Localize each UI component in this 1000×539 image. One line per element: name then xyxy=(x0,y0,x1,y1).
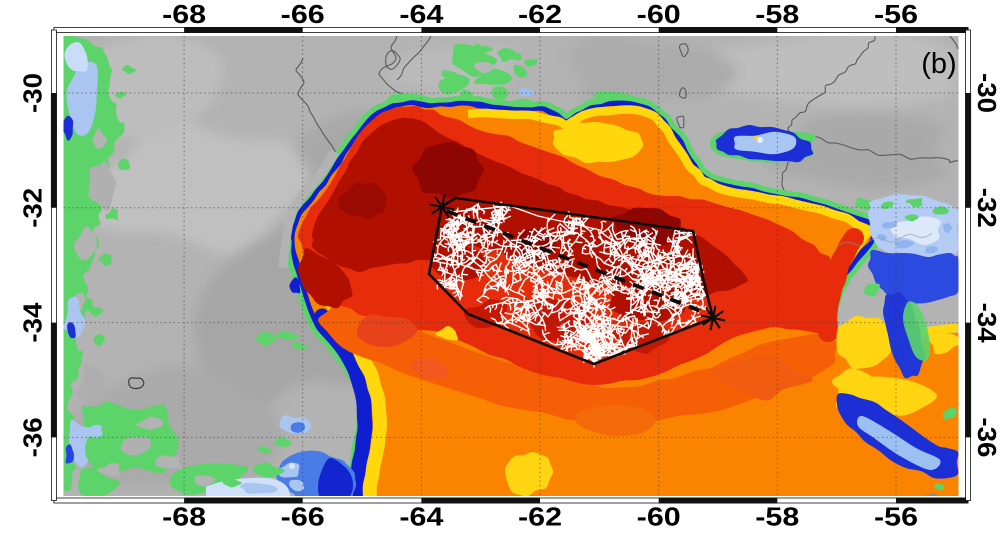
svg-text:-58: -58 xyxy=(755,0,799,29)
svg-text:-34: -34 xyxy=(972,303,1000,344)
svg-text:-60: -60 xyxy=(637,502,681,532)
svg-text:-56: -56 xyxy=(874,0,918,29)
svg-text:-64: -64 xyxy=(399,0,444,29)
svg-text:-30: -30 xyxy=(18,73,48,113)
svg-text:-32: -32 xyxy=(18,188,48,228)
svg-text:-36: -36 xyxy=(18,417,48,457)
svg-text:-68: -68 xyxy=(162,502,206,532)
svg-text:-34: -34 xyxy=(18,302,48,343)
svg-text:-68: -68 xyxy=(162,0,206,29)
svg-text:-32: -32 xyxy=(972,188,1000,228)
svg-text:-58: -58 xyxy=(755,502,799,532)
svg-text:(b): (b) xyxy=(921,48,956,80)
svg-text:-66: -66 xyxy=(281,0,325,29)
svg-text:-60: -60 xyxy=(637,0,681,29)
svg-text:-64: -64 xyxy=(399,502,444,532)
svg-text:-56: -56 xyxy=(874,502,918,532)
svg-text:-62: -62 xyxy=(518,0,562,29)
svg-text:-30: -30 xyxy=(972,73,1000,113)
svg-text:-62: -62 xyxy=(518,502,562,532)
svg-text:-66: -66 xyxy=(281,502,325,532)
svg-text:-36: -36 xyxy=(972,417,1000,457)
